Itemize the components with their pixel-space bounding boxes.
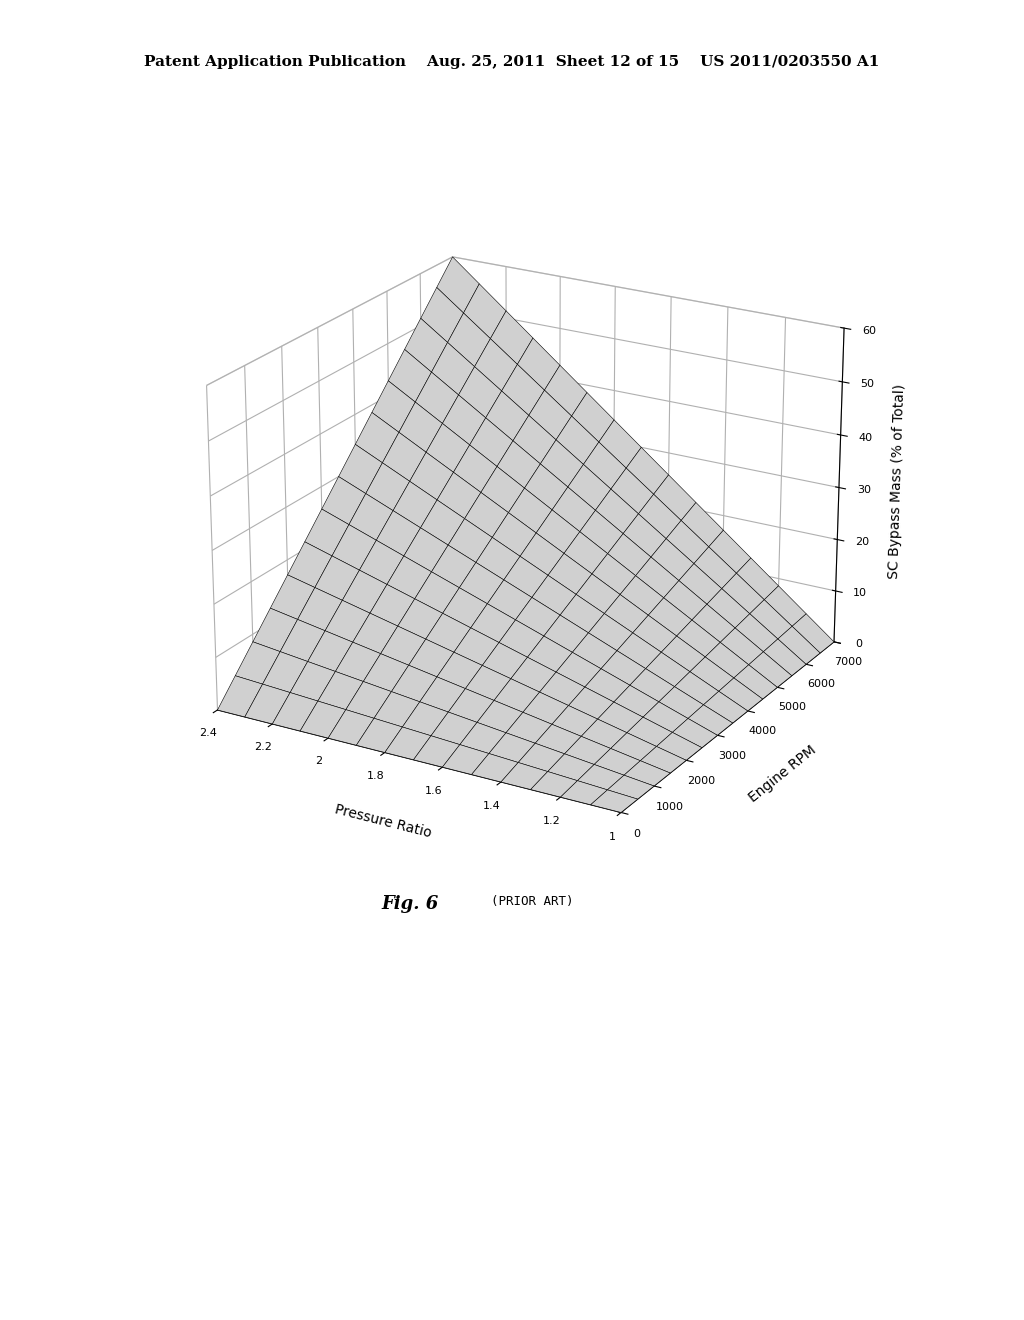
Text: (PRIOR ART): (PRIOR ART): [492, 895, 573, 908]
Text: Fig. 6: Fig. 6: [381, 895, 438, 913]
Text: Patent Application Publication    Aug. 25, 2011  Sheet 12 of 15    US 2011/02035: Patent Application Publication Aug. 25, …: [144, 55, 880, 70]
Y-axis label: Engine RPM: Engine RPM: [746, 743, 819, 805]
X-axis label: Pressure Ratio: Pressure Ratio: [333, 803, 433, 841]
